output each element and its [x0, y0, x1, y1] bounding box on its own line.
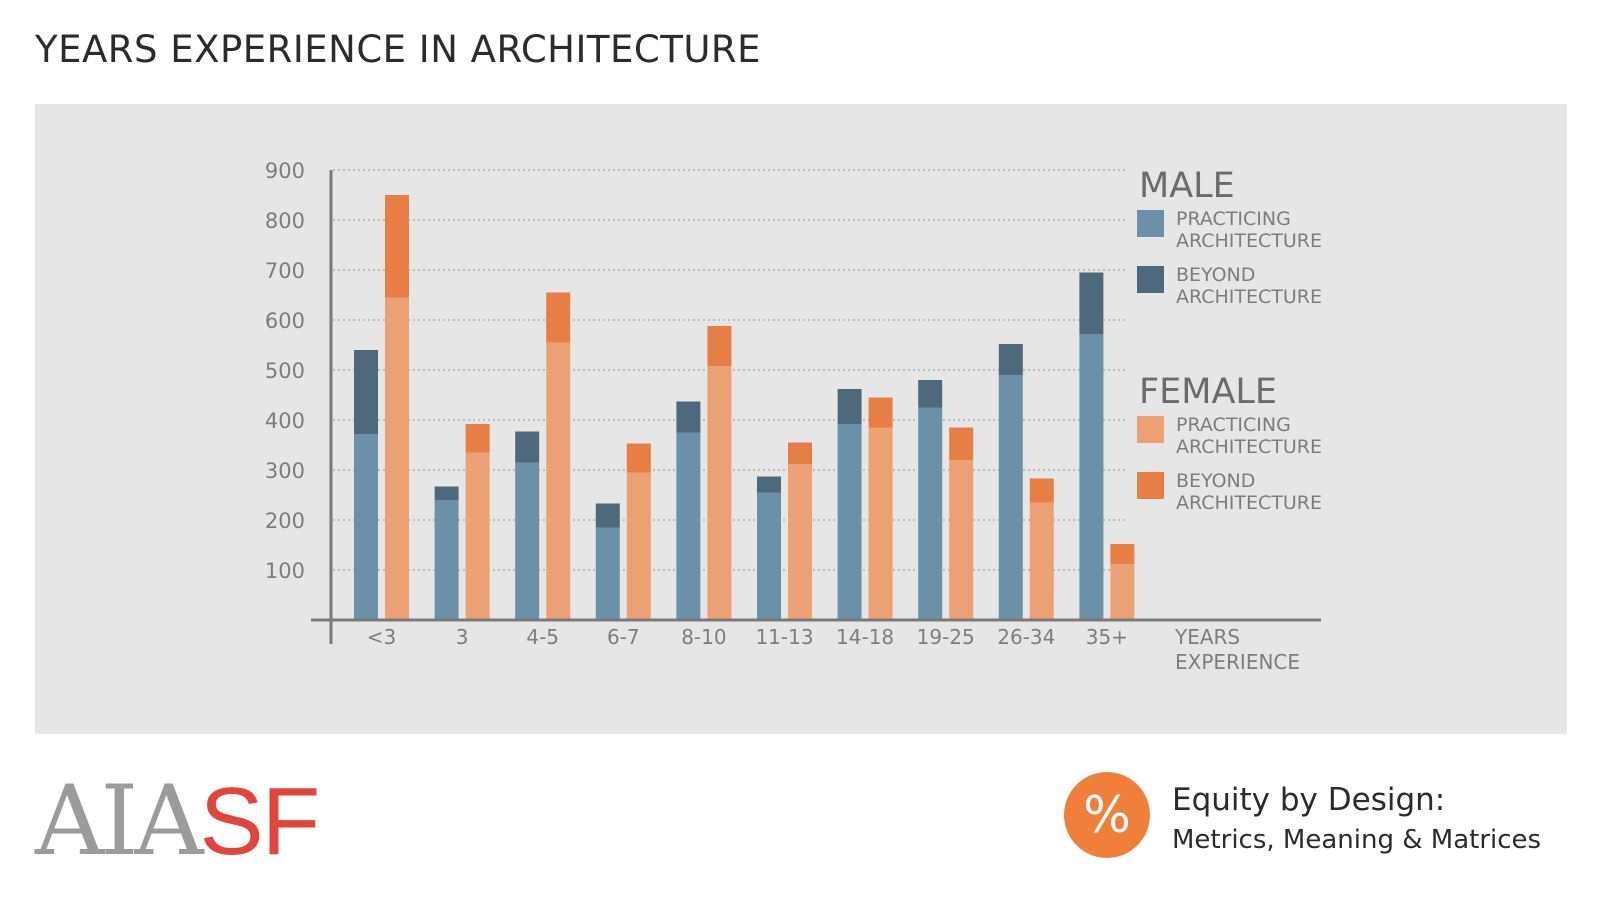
bar-male-practicing — [676, 432, 701, 620]
bar-male-beyond — [757, 476, 781, 493]
x-tick-label: 35+ — [1086, 625, 1128, 649]
bar-female-beyond — [868, 397, 893, 428]
bar-male-beyond — [998, 344, 1023, 375]
x-tick-label: 11-13 — [755, 625, 813, 649]
bar-male-beyond — [515, 431, 540, 463]
legend-swatch-male-beyond — [1137, 266, 1164, 293]
x-tick-label: 26-34 — [997, 625, 1055, 649]
y-tick-label: 500 — [265, 359, 305, 383]
x-tick-label: 6-7 — [607, 625, 640, 649]
bar-male-beyond — [918, 380, 943, 408]
bar-male-practicing — [837, 424, 862, 620]
x-tick-label: 4-5 — [526, 625, 559, 649]
bar-female-beyond — [626, 443, 651, 473]
bar-male-practicing — [354, 434, 378, 620]
legend-female-heading: FEMALE — [1139, 372, 1277, 412]
y-tick-label: 400 — [265, 409, 305, 433]
equity-subtitle: Metrics, Meaning & Matrices — [1172, 825, 1542, 855]
page-title: YEARS EXPERIENCE IN ARCHITECTURE — [35, 28, 761, 71]
bars — [354, 195, 1135, 620]
legend-male-practicing-line1: PRACTICING — [1176, 208, 1291, 230]
logo-sf: SF — [199, 768, 321, 875]
y-tick-label: 700 — [265, 259, 305, 283]
x-tick-label: <3 — [367, 625, 396, 649]
bar-male-beyond — [837, 389, 862, 424]
legend: MALE PRACTICING ARCHITECTURE BEYOND ARCH… — [1137, 166, 1322, 514]
bar-male-practicing — [757, 492, 781, 620]
bar-female-beyond — [1029, 478, 1054, 503]
bar-male-beyond — [354, 350, 378, 434]
bar-male-beyond — [676, 401, 701, 433]
y-tick-label: 300 — [265, 459, 305, 483]
bar-male-practicing — [595, 527, 620, 620]
x-axis-labels: <3 3 4-5 6-7 8-10 11-13 14-18 19-25 26-34 35+ — [367, 625, 1128, 649]
bar-male-practicing — [918, 407, 943, 620]
y-tick-label: 900 — [265, 159, 305, 183]
bar-female-beyond — [465, 424, 490, 453]
bar-male-beyond — [1079, 272, 1104, 334]
legend-swatch-male-practicing — [1137, 210, 1164, 237]
bar-female-practicing — [788, 464, 812, 620]
bar-male-practicing — [434, 500, 459, 620]
y-tick-label: 800 — [265, 209, 305, 233]
logo-aia: AIA — [35, 765, 204, 877]
x-tick-label: 8-10 — [681, 625, 726, 649]
legend-female-beyond-line2: ARCHITECTURE — [1176, 492, 1322, 514]
bar-male-practicing — [998, 375, 1023, 620]
bar-female-practicing — [707, 366, 732, 620]
legend-female-practicing-line1: PRACTICING — [1176, 414, 1291, 436]
y-tick-label: 100 — [265, 559, 305, 583]
legend-female-beyond-line1: BEYOND — [1176, 470, 1255, 492]
y-tick-label: 200 — [265, 509, 305, 533]
bar-male-beyond — [434, 486, 459, 500]
legend-male-beyond-line1: BEYOND — [1176, 264, 1255, 286]
x-tick-label: 3 — [456, 625, 469, 649]
x-tick-label: 14-18 — [836, 625, 894, 649]
legend-swatch-female-beyond — [1137, 472, 1164, 499]
bar-female-practicing — [1110, 564, 1135, 620]
years-experience-chart: 100 200 300 400 500 600 700 800 900 <3 3 4-5 6-7 8-1… — [265, 159, 1322, 674]
legend-male-practicing-line2: ARCHITECTURE — [1176, 230, 1322, 252]
bar-female-beyond — [1110, 544, 1135, 564]
bar-female-practicing — [546, 342, 571, 620]
bar-female-practicing — [868, 427, 893, 620]
bar-female-practicing — [1029, 502, 1054, 620]
axes — [311, 170, 1321, 644]
equity-title: Equity by Design: — [1172, 782, 1446, 818]
bar-female-practicing — [626, 472, 651, 620]
bar-male-beyond — [595, 503, 620, 528]
aiasf-logo: AIASF — [35, 773, 320, 870]
bar-female-beyond — [546, 292, 571, 343]
bar-female-beyond — [707, 326, 732, 366]
bar-female-practicing — [385, 297, 409, 620]
bar-female-practicing — [465, 452, 490, 620]
y-tick-label: 600 — [265, 309, 305, 333]
bar-male-practicing — [1079, 334, 1104, 620]
bar-female-beyond — [788, 442, 812, 464]
chart-panel: 100 200 300 400 500 600 700 800 900 <3 3 4-5 6-7 8-1… — [35, 104, 1567, 734]
legend-swatch-female-practicing — [1137, 416, 1164, 443]
bar-female-practicing — [949, 460, 974, 620]
x-tick-label: 19-25 — [917, 625, 975, 649]
x-axis-title-line1: YEARS — [1174, 625, 1240, 649]
legend-female-practicing-line2: ARCHITECTURE — [1176, 436, 1322, 458]
legend-male-beyond-line2: ARCHITECTURE — [1176, 286, 1322, 308]
x-axis-title-line2: EXPERIENCE — [1175, 650, 1300, 674]
bar-female-beyond — [949, 427, 974, 460]
bar-male-practicing — [515, 462, 540, 620]
y-axis-ticks: 100 200 300 400 500 600 700 800 900 — [265, 159, 305, 583]
legend-male-heading: MALE — [1139, 166, 1235, 206]
bar-female-beyond — [385, 195, 409, 298]
percent-icon: % — [1064, 772, 1150, 858]
